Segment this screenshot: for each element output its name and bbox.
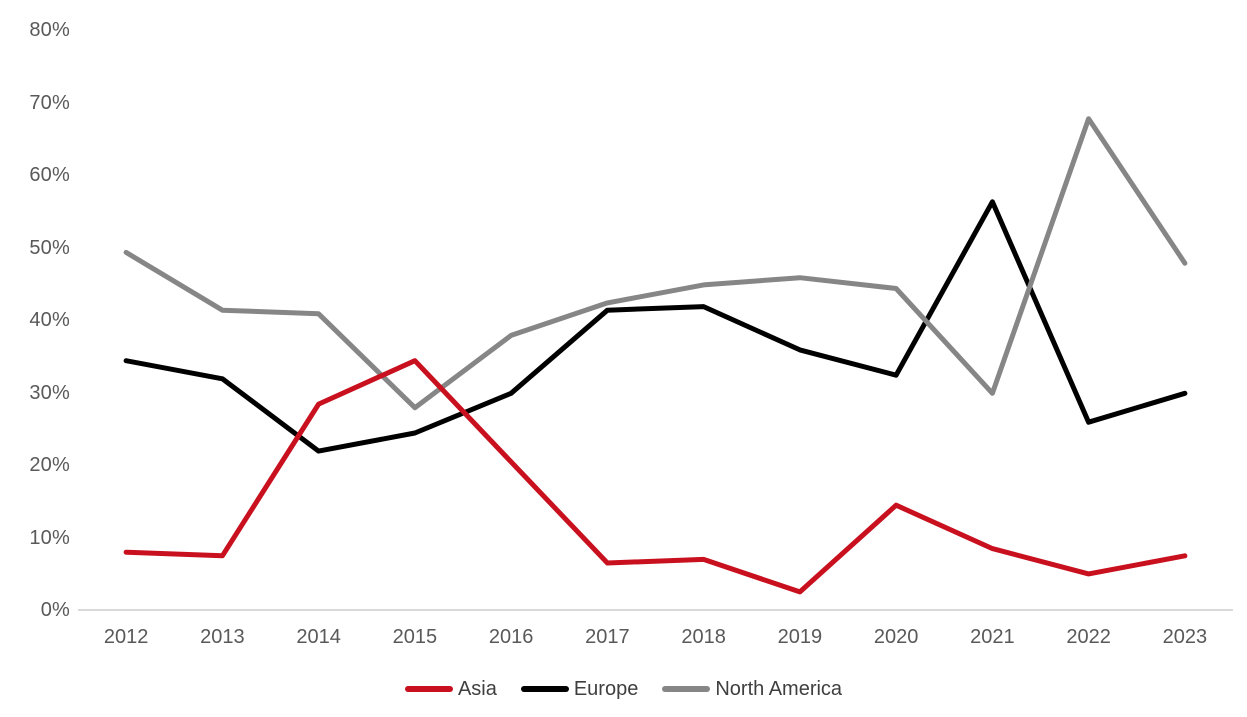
x-axis-line <box>78 609 1233 611</box>
plot-area <box>78 32 1233 610</box>
x-tick-label: 2012 <box>103 626 149 648</box>
legend-label: North America <box>715 678 843 700</box>
y-tick-label: 10% <box>29 526 70 549</box>
y-tick-label: 70% <box>29 91 70 114</box>
x-tick-label: 2015 <box>392 626 438 648</box>
asia-line-swatch-icon <box>404 686 453 692</box>
series-line-asia <box>126 361 1185 592</box>
x-tick-label: 2021 <box>970 626 1015 648</box>
series-line-europe <box>126 202 1185 451</box>
y-tick-label: 30% <box>29 381 70 404</box>
x-tick-label: 2016 <box>488 626 534 648</box>
y-tick-label: 60% <box>29 164 70 186</box>
legend-item-north-america: North America <box>662 676 842 702</box>
x-tick-label: 2018 <box>681 626 726 648</box>
legend-item-europe: Europe <box>520 676 639 702</box>
y-tick-label: 20% <box>29 454 70 476</box>
legend: Asia Europe North America <box>0 676 1247 702</box>
x-tick-label: 2023 <box>1162 626 1208 648</box>
legend-item-asia: Asia <box>404 676 497 702</box>
x-axis: 2012 2013 2014 2015 2016 2017 2018 2019 … <box>78 624 1233 650</box>
y-tick-label: 0% <box>40 599 70 621</box>
europe-line-swatch-icon <box>520 686 569 692</box>
y-tick-label: 40% <box>29 309 70 331</box>
x-tick-label: 2022 <box>1066 626 1111 648</box>
y-axis: 80% 70% 60% 50% 40% 30% 20% 10% 0% <box>0 20 70 620</box>
legend-label: Europe <box>573 678 639 700</box>
y-tick-label: 50% <box>29 236 70 259</box>
north-america-line-swatch-icon <box>662 686 711 692</box>
y-tick-label: 80% <box>29 19 70 41</box>
legend-label: Asia <box>457 678 497 700</box>
series-line-north-america <box>126 119 1185 408</box>
series-lines <box>78 32 1233 610</box>
x-tick-label: 2019 <box>777 626 823 648</box>
x-tick-label: 2020 <box>873 626 919 648</box>
x-tick-label: 2017 <box>585 626 630 648</box>
x-tick-label: 2013 <box>200 626 245 648</box>
x-tick-label: 2014 <box>296 626 341 648</box>
